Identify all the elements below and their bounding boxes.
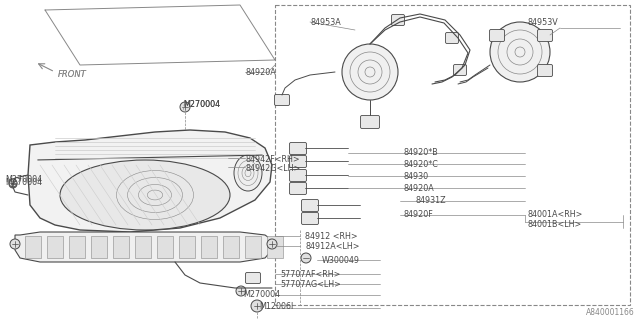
Bar (275, 5, 630, 305)
FancyBboxPatch shape (392, 14, 404, 26)
Text: 84953V: 84953V (527, 18, 557, 27)
Text: M270004: M270004 (183, 100, 220, 109)
FancyBboxPatch shape (289, 182, 307, 195)
Circle shape (251, 300, 263, 312)
FancyBboxPatch shape (301, 199, 319, 212)
FancyBboxPatch shape (289, 156, 307, 167)
Text: 84001B<LH>: 84001B<LH> (527, 220, 581, 229)
Bar (25, 236, 41, 258)
FancyBboxPatch shape (275, 94, 289, 106)
Bar (179, 236, 195, 258)
Text: 84912A<LH>: 84912A<LH> (305, 242, 360, 251)
Circle shape (236, 286, 246, 296)
Circle shape (9, 179, 17, 187)
Circle shape (267, 239, 277, 249)
Ellipse shape (60, 160, 230, 230)
Text: M270004: M270004 (5, 175, 42, 184)
Text: 84920*B: 84920*B (403, 148, 438, 157)
Text: W300049: W300049 (322, 256, 360, 265)
Bar (267, 236, 283, 258)
Text: 84942F<RH>: 84942F<RH> (245, 155, 300, 164)
Text: 84912 <RH>: 84912 <RH> (305, 232, 358, 241)
Text: 57707AF<RH>: 57707AF<RH> (280, 270, 340, 279)
FancyBboxPatch shape (301, 212, 319, 225)
FancyBboxPatch shape (289, 170, 307, 181)
Bar (113, 236, 129, 258)
Text: M270004: M270004 (5, 178, 42, 187)
Circle shape (180, 102, 190, 112)
Bar (201, 236, 217, 258)
Text: FRONT: FRONT (58, 70, 87, 79)
Circle shape (342, 44, 398, 100)
Text: 84920A: 84920A (403, 184, 434, 193)
Text: 57707AG<LH>: 57707AG<LH> (280, 280, 341, 289)
Bar (69, 236, 85, 258)
Circle shape (301, 253, 311, 263)
FancyBboxPatch shape (490, 29, 504, 42)
Text: FRONT: FRONT (58, 70, 87, 79)
Polygon shape (15, 232, 272, 262)
FancyBboxPatch shape (538, 65, 552, 76)
Text: 84942G<LH>: 84942G<LH> (245, 164, 300, 173)
Text: M270004: M270004 (243, 290, 280, 299)
Text: M12006I: M12006I (259, 302, 293, 311)
Bar (157, 236, 173, 258)
Text: A840001166: A840001166 (586, 308, 635, 317)
FancyBboxPatch shape (289, 142, 307, 155)
Text: 84953A: 84953A (310, 18, 340, 27)
FancyBboxPatch shape (538, 29, 552, 42)
Text: 84930: 84930 (403, 172, 428, 181)
Text: M270004: M270004 (183, 100, 220, 109)
Text: 84001A<RH>: 84001A<RH> (527, 210, 582, 219)
FancyBboxPatch shape (246, 273, 260, 284)
FancyArrowPatch shape (38, 155, 262, 160)
Bar (91, 236, 107, 258)
Text: 84920A: 84920A (245, 68, 276, 77)
Text: 84920*C: 84920*C (403, 160, 438, 169)
FancyBboxPatch shape (445, 33, 458, 44)
Bar (245, 236, 261, 258)
FancyBboxPatch shape (454, 65, 467, 76)
Circle shape (490, 22, 550, 82)
FancyBboxPatch shape (360, 116, 380, 129)
Ellipse shape (234, 155, 262, 191)
Bar (223, 236, 239, 258)
Text: 84931Z: 84931Z (415, 196, 445, 205)
Bar (135, 236, 151, 258)
Bar (47, 236, 63, 258)
Polygon shape (28, 130, 272, 232)
Circle shape (10, 239, 20, 249)
Text: 84920F: 84920F (403, 210, 433, 219)
Circle shape (9, 180, 17, 188)
